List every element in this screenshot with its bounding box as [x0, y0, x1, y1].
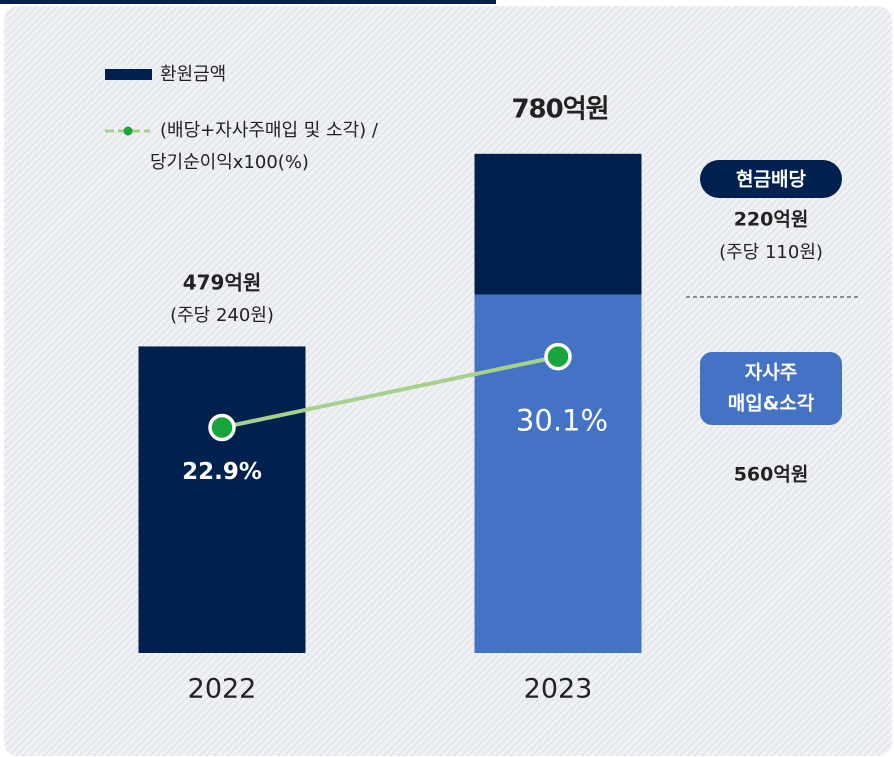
legend-label: (배당+자사주매입 및 소각) /	[160, 120, 379, 141]
legend-marker	[123, 126, 133, 136]
top-bar	[0, 0, 496, 4]
bar-segment	[474, 153, 642, 295]
point-label: 30.1%	[516, 404, 608, 438]
segment-value-label: 560억원	[734, 464, 809, 486]
line	[221, 354, 559, 430]
line-point	[208, 413, 236, 442]
line-point	[544, 342, 572, 371]
legend-label: 환원금액	[160, 64, 226, 85]
point-label: 22.9%	[182, 459, 262, 485]
segment-tag	[700, 352, 842, 425]
legend-swatch	[105, 69, 152, 80]
segment-tag-text: 현금배당	[736, 169, 806, 191]
segment-tag	[700, 160, 842, 198]
x-tick-label: 2022	[188, 674, 257, 705]
segment-tag-text: 자사주	[745, 362, 797, 384]
x-tick-label: 2023	[524, 674, 593, 705]
value-label: 479억원	[183, 271, 262, 295]
segment-tag-text: 매입&소각	[728, 393, 815, 415]
total-label: 780억원	[511, 95, 608, 125]
per-share-label: (주당 110원)	[719, 242, 823, 263]
legend-label: 당기순이익x100(%)	[150, 152, 309, 173]
per-share-label: (주당 240원)	[170, 305, 274, 326]
segment-value-label: 220억원	[734, 209, 809, 231]
bar	[138, 346, 306, 653]
